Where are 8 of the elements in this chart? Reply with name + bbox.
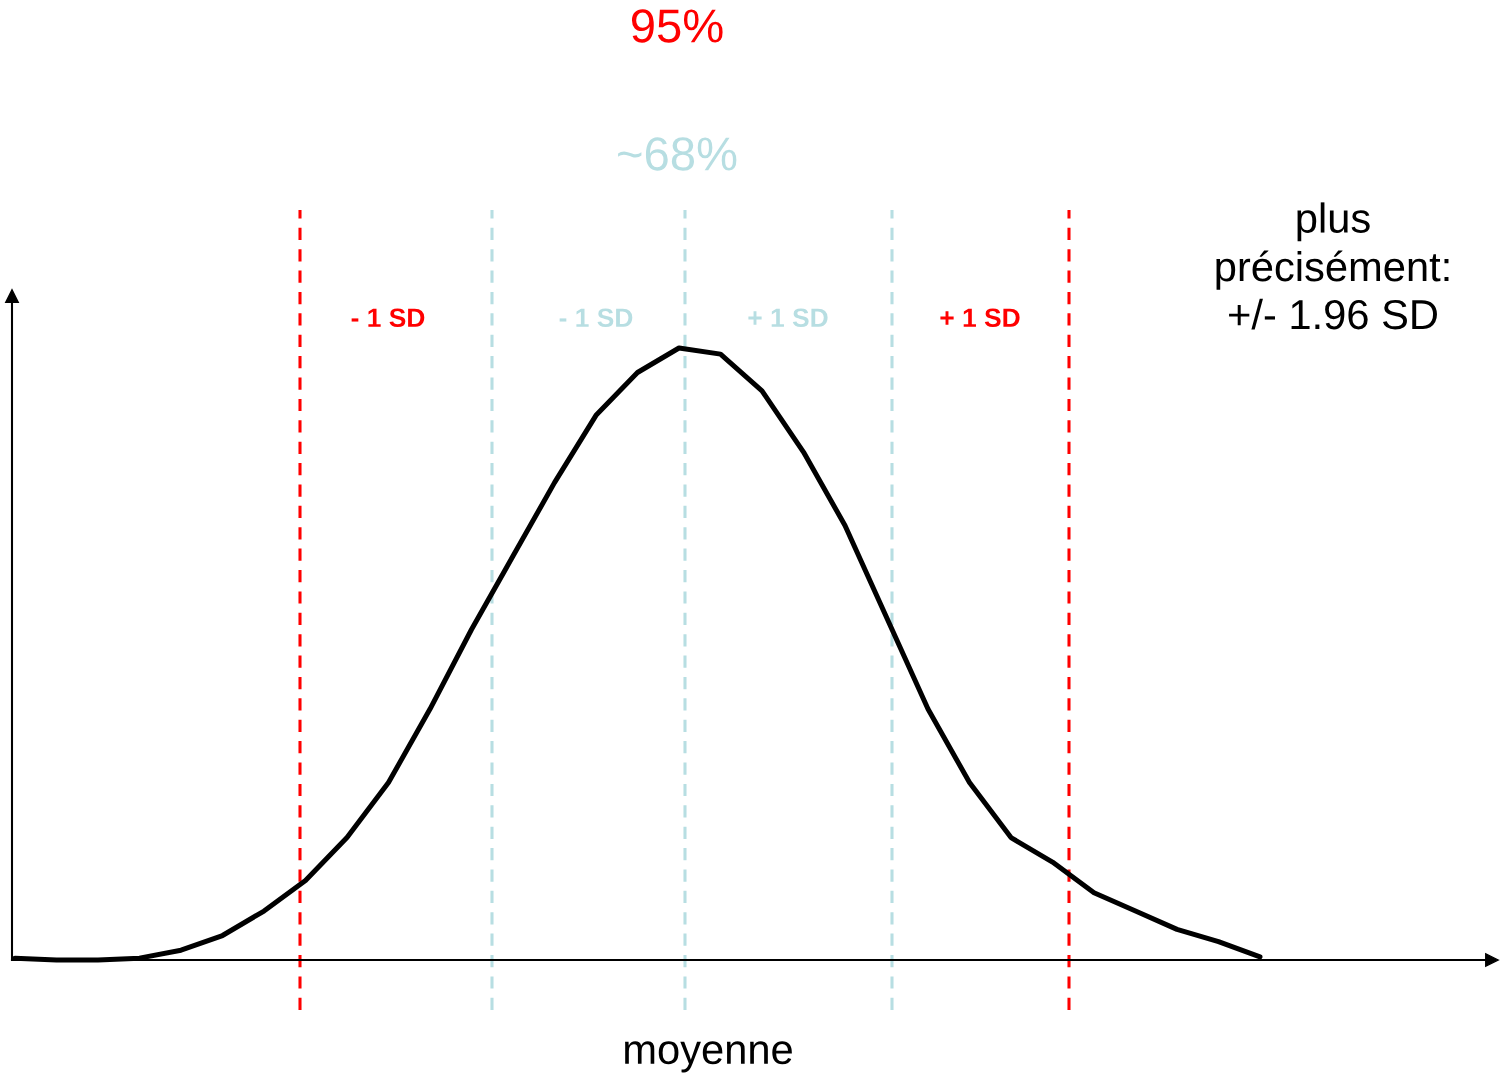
text: ~68% (618, 137, 737, 171)
text: - 1 SD (351, 308, 425, 328)
x-axis-title: moyenne (625, 1041, 792, 1073)
text: - 1 SD (559, 308, 633, 328)
text: + 1 SD (940, 308, 1020, 328)
text: plus précisément: +/- 1.96 SD (1216, 202, 1449, 330)
text: + 1 SD (748, 308, 828, 328)
text: 95% (631, 9, 723, 43)
